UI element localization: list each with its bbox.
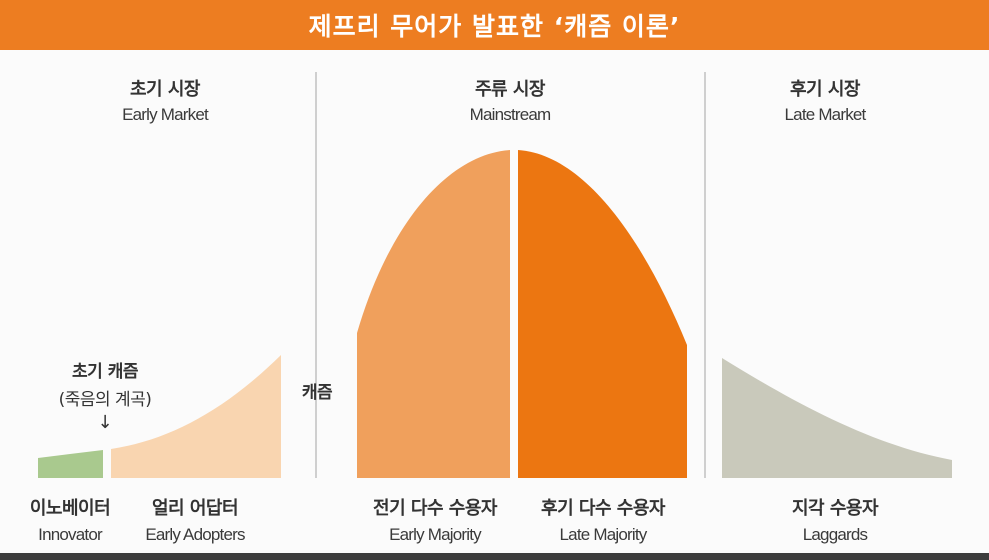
early-chasm-line2: (죽음의 계곡) [58,390,152,410]
late-majority-segment [518,150,687,478]
mainstream-title: 주류 시장 [474,79,546,100]
down-arrow-icon: ↓ [97,412,113,433]
early-adopters-label: 얼리 어답터 [151,498,239,519]
early-majority-segment [357,150,510,478]
early-adopters-segment [111,355,281,478]
page-title: 제프리 무어가 발표한 ‘캐즘 이론’ [308,12,681,41]
early-chasm-line1: 초기 캐즘 [72,362,138,382]
late-market-subtitle: Late Market [784,105,867,124]
innovator-label: 이노베이터 [29,498,111,519]
early-market-title: 초기 시장 [129,79,201,100]
early-majority-label-en: Early Majority [389,525,482,544]
late-majority-label: 후기 다수 수용자 [541,498,665,519]
chasm-label: 캐즘 [301,383,333,403]
innovator-label-en: Innovator [38,525,102,544]
early-market-subtitle: Early Market [122,105,209,124]
bottom-border [0,553,989,560]
laggards-label-en: Laggards [802,525,868,544]
title-bar: 제프리 무어가 발표한 ‘캐즘 이론’ [0,0,989,50]
early-adopters-label-en: Early Adopters [145,525,245,544]
mainstream-subtitle: Mainstream [469,105,552,124]
late-majority-label-en: Late Majority [559,525,648,544]
adoption-curve-diagram [38,72,952,478]
laggards-label: 지각 수용자 [791,498,879,519]
laggards-segment [722,358,952,478]
innovator-segment [38,450,103,478]
early-majority-label: 전기 다수 수용자 [373,498,497,519]
late-market-title: 후기 시장 [789,79,861,100]
